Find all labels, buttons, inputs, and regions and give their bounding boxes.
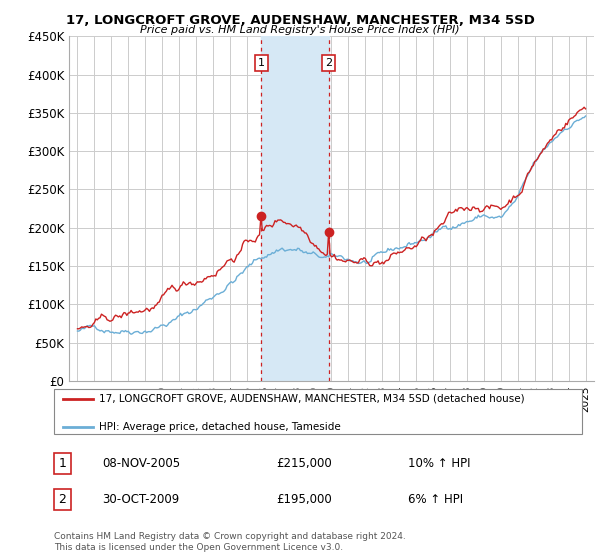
Text: Contains HM Land Registry data © Crown copyright and database right 2024.
This d: Contains HM Land Registry data © Crown c…	[54, 532, 406, 552]
Text: £215,000: £215,000	[276, 457, 332, 470]
Text: 17, LONGCROFT GROVE, AUDENSHAW, MANCHESTER, M34 5SD (detached house): 17, LONGCROFT GROVE, AUDENSHAW, MANCHEST…	[99, 394, 524, 404]
Text: 10% ↑ HPI: 10% ↑ HPI	[408, 457, 470, 470]
Text: 2: 2	[325, 58, 332, 68]
Text: Price paid vs. HM Land Registry's House Price Index (HPI): Price paid vs. HM Land Registry's House …	[140, 25, 460, 35]
Text: 08-NOV-2005: 08-NOV-2005	[102, 457, 180, 470]
Bar	[262, 36, 329, 381]
Text: HPI: Average price, detached house, Tameside: HPI: Average price, detached house, Tame…	[99, 422, 341, 432]
Text: 30-OCT-2009: 30-OCT-2009	[102, 493, 179, 506]
Text: £195,000: £195,000	[276, 493, 332, 506]
Text: 1: 1	[258, 58, 265, 68]
Text: 6% ↑ HPI: 6% ↑ HPI	[408, 493, 463, 506]
Text: 2: 2	[58, 493, 67, 506]
Text: 17, LONGCROFT GROVE, AUDENSHAW, MANCHESTER, M34 5SD: 17, LONGCROFT GROVE, AUDENSHAW, MANCHEST…	[65, 14, 535, 27]
Text: 1: 1	[58, 457, 67, 470]
